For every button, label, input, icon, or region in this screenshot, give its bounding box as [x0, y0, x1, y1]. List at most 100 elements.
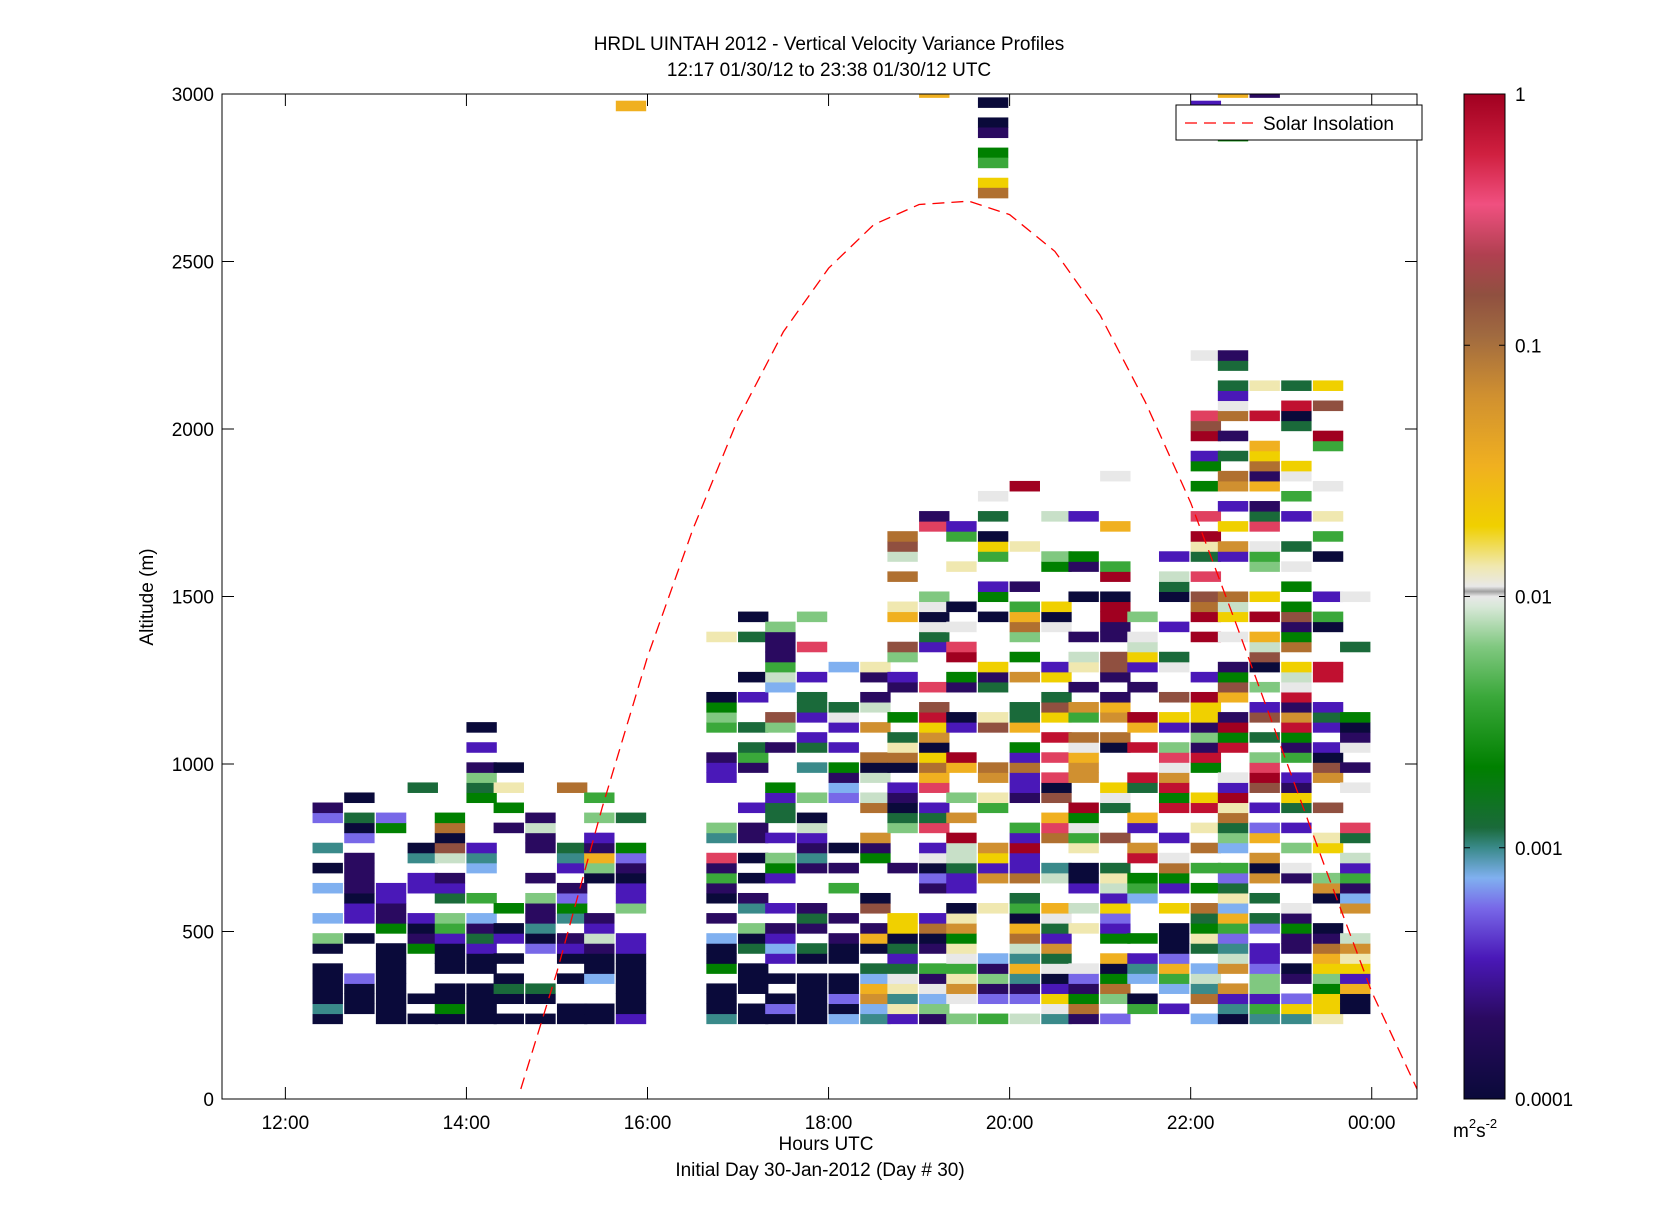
heatmap-cell — [919, 872, 950, 884]
heatmap-cell — [1127, 631, 1158, 643]
heatmap-cell — [977, 872, 1009, 884]
heatmap-cell — [1249, 661, 1280, 673]
heatmap-cell — [738, 611, 769, 623]
y-tick-label: 500 — [182, 923, 214, 944]
colorbar-tick-label: 0.01 — [1515, 588, 1552, 609]
heatmap-cell — [1217, 742, 1249, 753]
heatmap-cell — [466, 782, 497, 793]
heatmap-cell — [887, 601, 918, 613]
heatmap-cell — [977, 802, 1009, 814]
heatmap-cell — [919, 762, 950, 773]
y-tick-label: 0 — [203, 1090, 214, 1111]
heatmap-cell — [375, 913, 407, 924]
heatmap-cell — [706, 993, 737, 1005]
heatmap-cell — [1068, 561, 1099, 572]
heatmap-cell — [1217, 410, 1249, 422]
heatmap-cell — [919, 1013, 950, 1025]
heatmap-cell — [615, 973, 647, 984]
heatmap-cell — [706, 1013, 737, 1025]
heatmap-cell — [919, 681, 950, 693]
heatmap-cell — [738, 752, 769, 763]
heatmap-cell — [1340, 782, 1371, 793]
heatmap-cell — [312, 1013, 343, 1025]
heatmap-cell — [1100, 953, 1131, 964]
heatmap-cell — [1100, 802, 1131, 814]
heatmap-cell — [887, 671, 918, 683]
x-tick-label: 16:00 — [624, 1113, 672, 1134]
heatmap-cell — [493, 903, 524, 914]
heatmap-cell — [466, 792, 497, 804]
heatmap-cell — [738, 671, 769, 683]
heatmap-cell — [1127, 712, 1158, 723]
heatmap-cell — [1068, 812, 1099, 824]
heatmap-cell — [1158, 752, 1190, 763]
heatmap-cell — [1190, 541, 1222, 552]
heatmap-cell — [1281, 943, 1312, 954]
heatmap-cell — [796, 993, 828, 1005]
heatmap-cell — [434, 812, 466, 824]
heatmap-cell — [1068, 702, 1099, 713]
heatmap-cell — [344, 882, 375, 894]
heatmap-cell — [525, 892, 556, 904]
heatmap-cell — [407, 852, 438, 864]
heatmap-cell — [1009, 601, 1040, 613]
heatmap-cell — [407, 1013, 438, 1025]
heatmap-cell — [1249, 521, 1280, 532]
heatmap-cell — [1217, 953, 1249, 964]
heatmap-cell — [1158, 852, 1190, 864]
heatmap-cell — [1068, 772, 1099, 783]
heatmap-cell — [615, 903, 647, 914]
heatmap-cell — [828, 702, 859, 713]
heatmap-cell — [1100, 1013, 1131, 1025]
heatmap-cell — [466, 742, 497, 753]
heatmap-cells — [312, 94, 1371, 1025]
heatmap-cell — [977, 177, 1009, 189]
heatmap-cell — [1068, 872, 1099, 884]
heatmap-cell — [584, 862, 615, 874]
heatmap-cell — [525, 943, 556, 954]
heatmap-cell — [584, 933, 615, 944]
heatmap-cell — [1249, 852, 1280, 864]
heatmap-cell — [738, 852, 769, 864]
heatmap-cell — [1041, 832, 1072, 844]
heatmap-cell — [1100, 923, 1131, 934]
heatmap-cell — [615, 1003, 647, 1015]
heatmap-cell — [1312, 762, 1344, 773]
heatmap-cell — [946, 923, 977, 934]
heatmap-cell — [796, 842, 828, 854]
heatmap-cell — [1281, 380, 1312, 391]
heatmap-cell — [765, 792, 796, 804]
heatmap-cell — [1190, 410, 1222, 422]
heatmap-cell — [1281, 1013, 1312, 1025]
heatmap-cell — [977, 903, 1009, 914]
heatmap-cell — [1100, 691, 1131, 703]
y-axis-label: Altitude (m) — [137, 548, 158, 645]
heatmap-cell — [1158, 782, 1190, 793]
heatmap-cell — [466, 933, 497, 944]
heatmap-cell — [312, 1003, 343, 1015]
heatmap-cell — [344, 792, 375, 804]
heatmap-cell — [1249, 480, 1280, 492]
heatmap-cell — [1009, 762, 1040, 773]
heatmap-cell — [584, 913, 615, 924]
heatmap-cell — [1190, 933, 1222, 944]
solar-insolation-line — [520, 200, 1417, 1090]
heatmap-cell — [1281, 742, 1312, 753]
heatmap-cell — [1217, 732, 1249, 743]
heatmap-cell — [1100, 832, 1131, 844]
heatmap-cell — [1249, 963, 1280, 974]
heatmap-cell — [919, 963, 950, 974]
heatmap-cell — [765, 953, 796, 964]
heatmap-cell — [706, 762, 737, 773]
heatmap-cell — [946, 681, 977, 693]
heatmap-cell — [1249, 511, 1280, 522]
heatmap-cell — [1041, 782, 1072, 793]
heatmap-cell — [1127, 772, 1158, 783]
heatmap-cell — [312, 963, 343, 974]
heatmap-cell — [1127, 953, 1158, 964]
heatmap-cell — [919, 812, 950, 824]
heatmap-cell — [887, 1013, 918, 1025]
heatmap-cell — [1217, 601, 1249, 613]
heatmap-cell — [1009, 973, 1040, 984]
y-tick-label: 1000 — [172, 755, 214, 776]
